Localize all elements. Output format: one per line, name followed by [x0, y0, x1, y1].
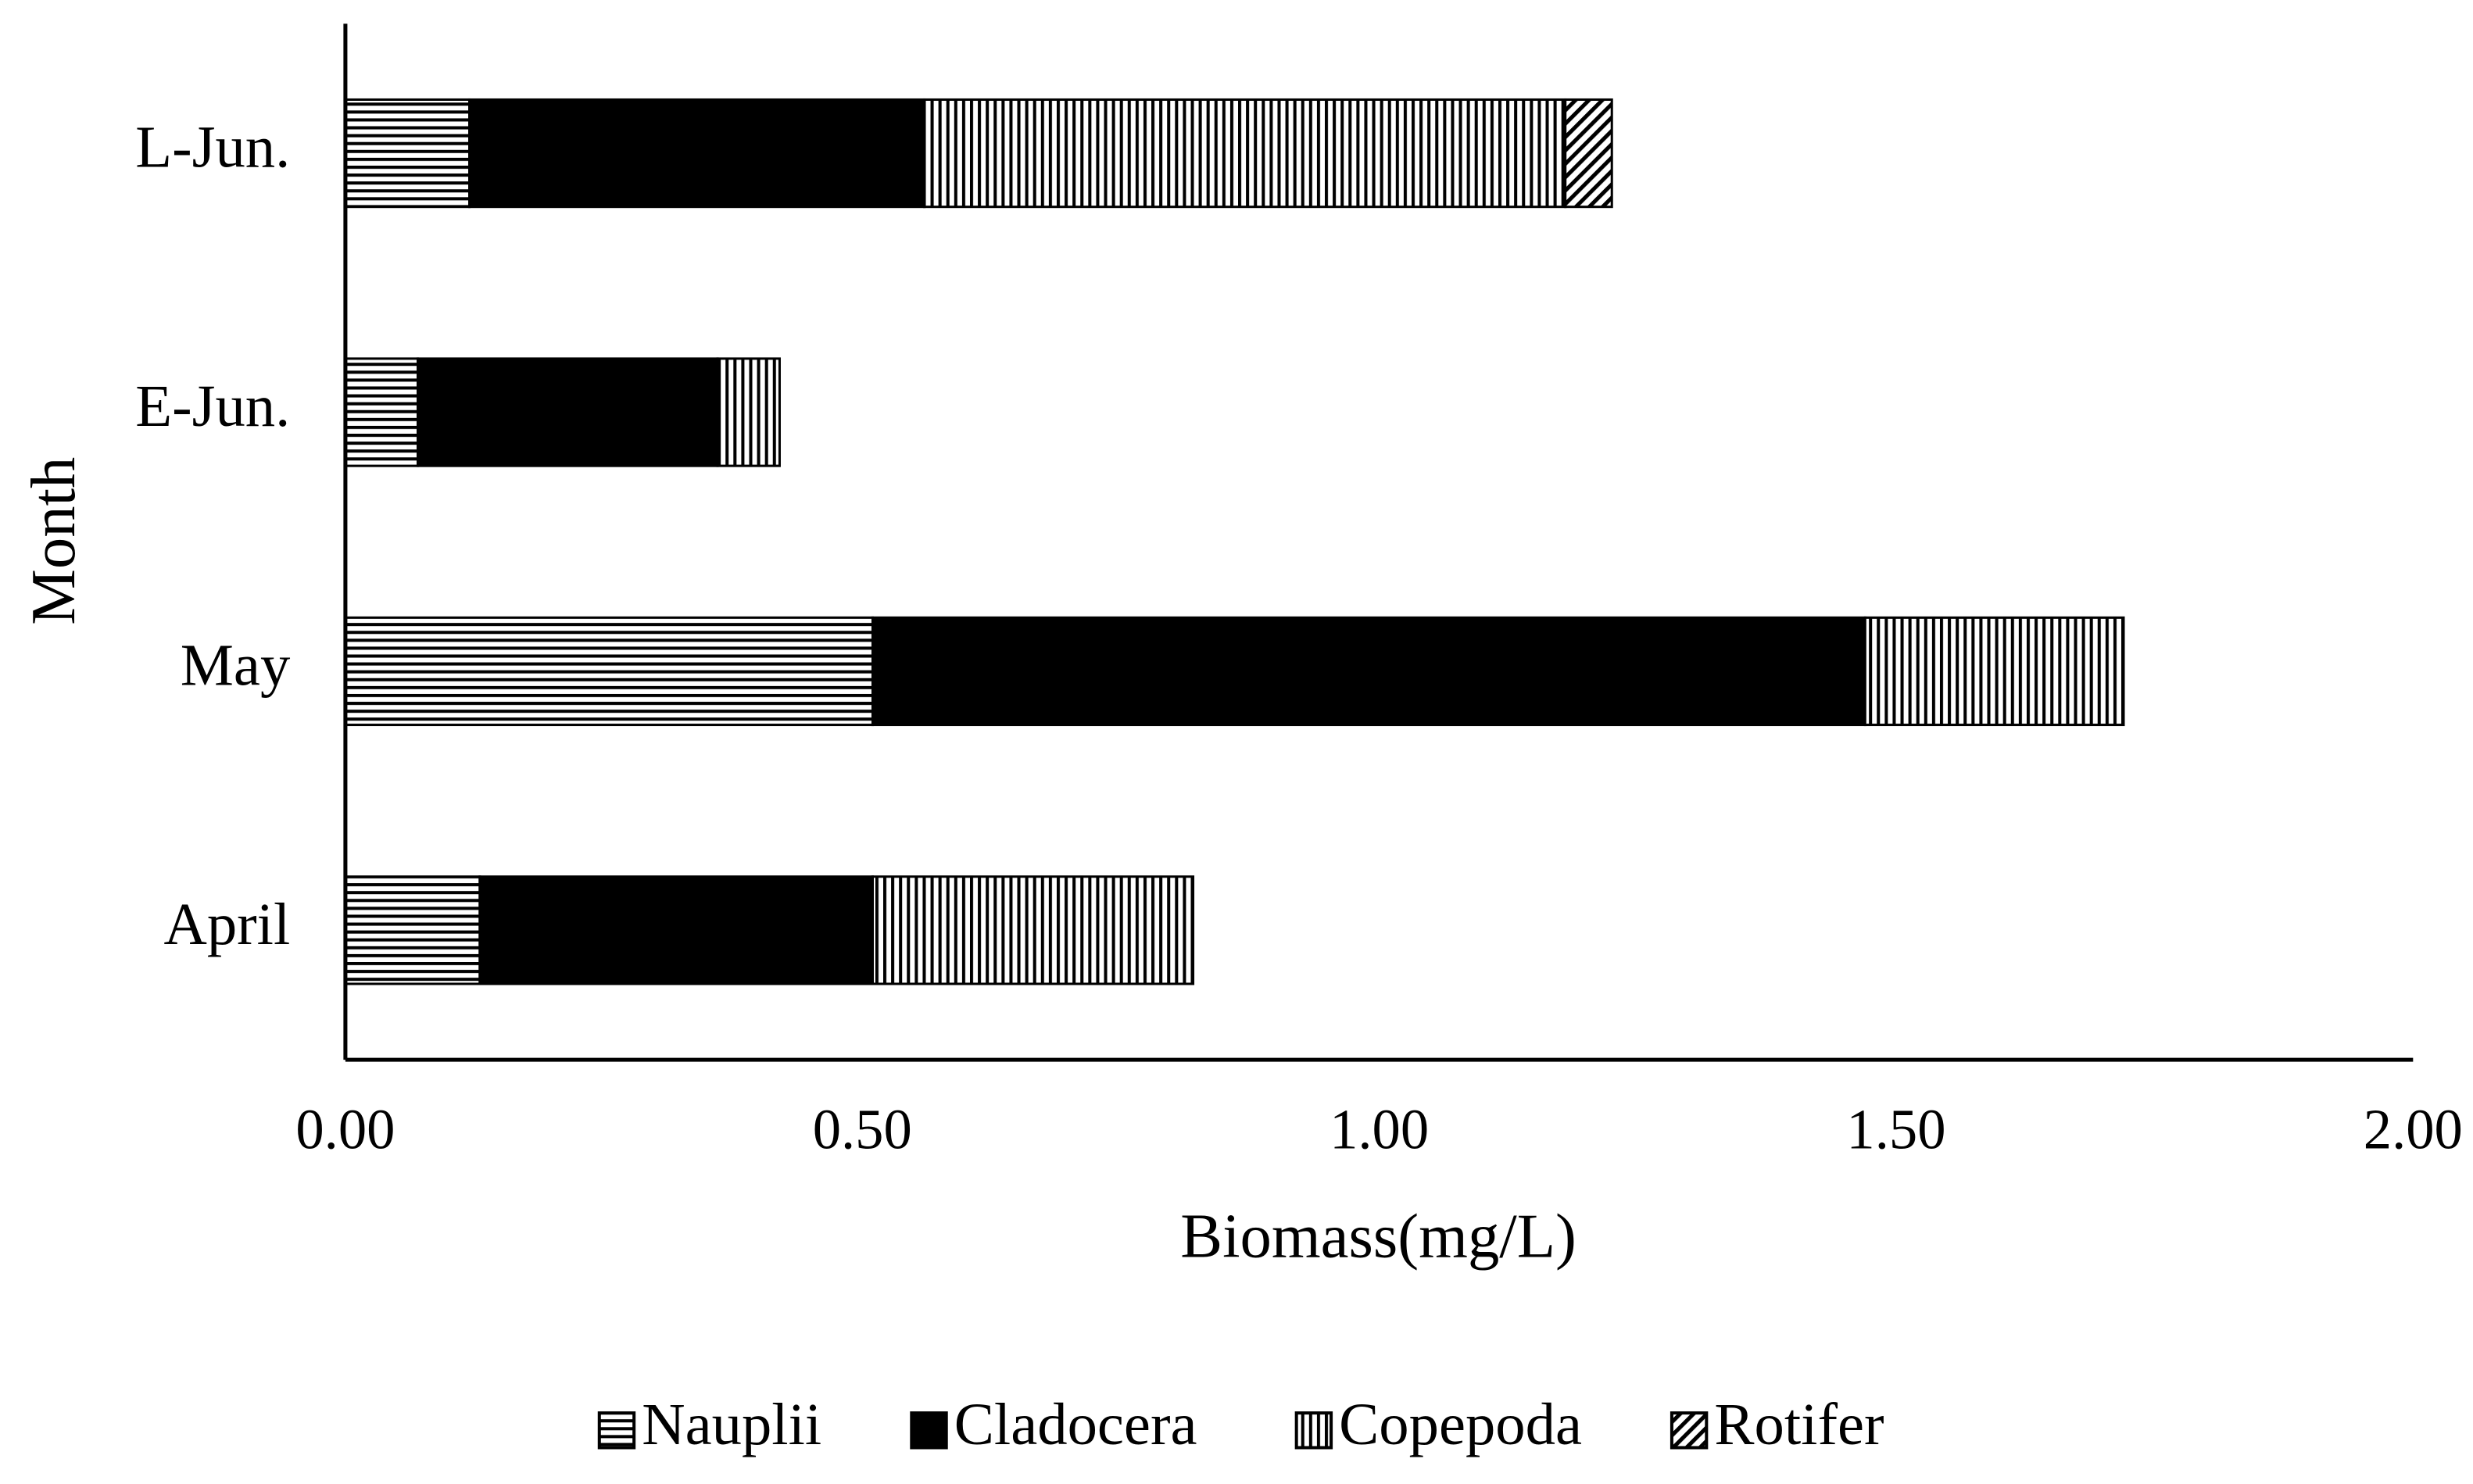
- bar-segment: [416, 357, 719, 467]
- bar-segment: [1863, 616, 2125, 727]
- bar-segment: [716, 357, 781, 467]
- legend-label: Cladocera: [954, 1391, 1197, 1457]
- bar-segment: [923, 98, 1567, 209]
- bar-segment: [1564, 98, 1613, 209]
- legend-swatch: [910, 1411, 948, 1450]
- legend-label: Rotifer: [1714, 1391, 1884, 1457]
- bar-segment: [344, 98, 471, 209]
- x-tick-label: 1.50: [1846, 1098, 1945, 1161]
- x-tick-label: 0.50: [813, 1098, 912, 1161]
- y-axis-label: Month: [19, 457, 88, 625]
- x-axis-label: Biomass(mg/L): [1180, 1202, 1576, 1271]
- bar-segment: [468, 98, 926, 209]
- legend-swatch: [1294, 1411, 1333, 1450]
- bar-segment: [344, 875, 481, 985]
- legend-swatch: [597, 1411, 636, 1450]
- y-tick-label: L-Jun.: [135, 114, 290, 181]
- x-tick-label: 2.00: [2364, 1098, 2463, 1161]
- x-tick-label: 0.00: [295, 1098, 395, 1161]
- y-tick-label: May: [181, 632, 291, 699]
- bar-segment: [871, 875, 1195, 985]
- y-tick-label: E-Jun.: [135, 373, 290, 439]
- x-tick-label: 1.00: [1330, 1098, 1429, 1161]
- bar-segment: [344, 357, 420, 467]
- legend-swatch: [1670, 1411, 1709, 1450]
- legend-label: Copepoda: [1339, 1391, 1582, 1457]
- y-tick-label: April: [163, 891, 290, 957]
- bar-segment: [871, 616, 1866, 727]
- legend-label: Nauplii: [642, 1391, 821, 1457]
- bar-segment: [478, 875, 875, 985]
- bar-segment: [344, 616, 875, 727]
